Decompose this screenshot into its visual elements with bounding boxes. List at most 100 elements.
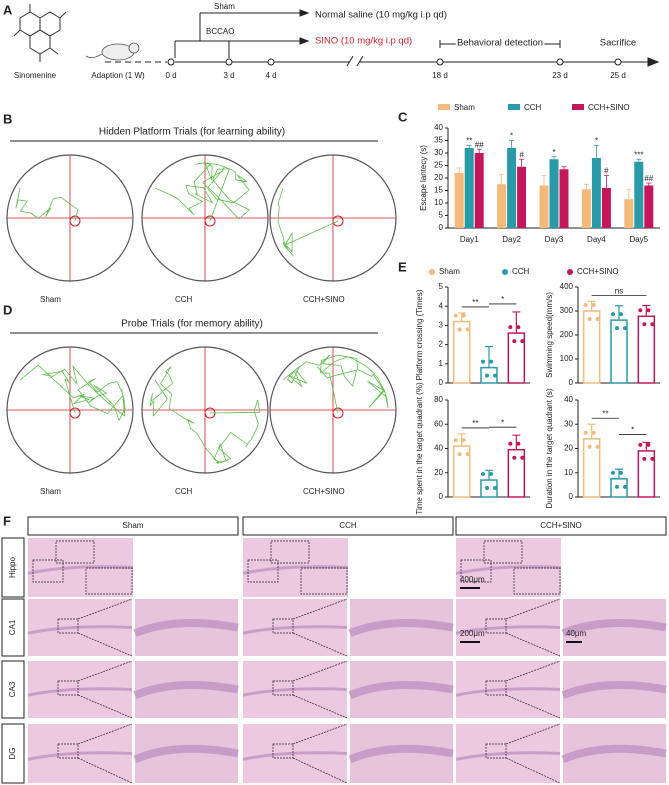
tissue-band [242, 751, 348, 761]
significance: *** [634, 150, 643, 159]
dot [516, 441, 521, 446]
group-label: CCH [175, 295, 193, 304]
roi-guide [292, 660, 348, 719]
significance: * [552, 148, 555, 157]
group-header [242, 516, 454, 536]
panel-label: B [3, 111, 12, 126]
day-label: 25 d [610, 71, 626, 80]
error-bar [457, 312, 466, 322]
dot [520, 455, 525, 460]
tissue-band [242, 625, 348, 635]
swim-path [15, 187, 79, 222]
roi-guide [77, 723, 133, 784]
row-label: Hippo [8, 557, 17, 578]
error-bar [519, 158, 525, 167]
y-tick-label: 200 [560, 330, 574, 339]
error-bar [485, 345, 493, 368]
y-tick-label: 40 [434, 123, 443, 132]
roi-box [270, 540, 310, 564]
y-tick-label: 2 [439, 340, 444, 349]
panel-label: A [3, 2, 13, 17]
hidden-title: Hidden Platform Trials (for learning abi… [99, 127, 285, 138]
bar [582, 310, 601, 384]
error-bar [476, 148, 482, 153]
roi-guide [505, 598, 561, 657]
row-header [1, 723, 25, 784]
dot [465, 327, 470, 332]
tissue-band [242, 565, 349, 575]
dot [512, 455, 517, 460]
legend-label: Sham [439, 267, 460, 276]
tissue-band [27, 565, 134, 575]
dot [638, 442, 643, 447]
legend-swatch [572, 104, 584, 110]
dot [642, 456, 647, 461]
dot [583, 303, 588, 307]
roi-guide [292, 723, 348, 784]
tissue-band [133, 680, 239, 699]
swim-path [149, 366, 261, 464]
legend-swatch [508, 104, 520, 110]
dot [642, 322, 647, 327]
swim-path [277, 187, 339, 257]
roi-box [247, 559, 279, 583]
dot [457, 327, 462, 332]
y-tick-label: 0 [439, 492, 444, 501]
legend-marker [567, 269, 573, 275]
legend-label: CCH+SINO [588, 103, 630, 112]
y-tick-label: 5 [439, 282, 444, 291]
day-node [614, 58, 622, 66]
y-tick-label: 40 [564, 395, 573, 404]
roi-box [32, 559, 64, 583]
y-tick-label: 400 [560, 282, 574, 291]
y-axis-label: Escape lantecy (s) [419, 145, 428, 211]
y-tick-label: 5 [439, 211, 444, 220]
swim-path [282, 354, 389, 414]
panel-label: E [398, 259, 407, 274]
y-tick-label: 10 [434, 198, 443, 207]
day-node [267, 58, 275, 66]
error-bar [615, 305, 623, 321]
panel-label: F [3, 513, 11, 528]
bar [454, 173, 464, 228]
bar [601, 188, 611, 228]
bar [539, 185, 549, 228]
row-header [1, 660, 25, 719]
bar [591, 158, 601, 228]
dot [489, 472, 493, 477]
error-bar [509, 140, 515, 148]
roi-box [55, 540, 95, 564]
dot [615, 326, 619, 331]
significance: * [595, 137, 598, 146]
error-bar [512, 434, 521, 450]
y-tick-label: 300 [560, 306, 574, 315]
bar [644, 185, 654, 228]
bar [634, 161, 644, 228]
y-tick-label: 0 [569, 492, 574, 501]
y-tick-label: 0 [569, 378, 574, 387]
roi-guide [77, 598, 133, 657]
error-bar [466, 145, 472, 148]
error-bar [587, 300, 596, 311]
dot [595, 444, 600, 449]
dot [587, 444, 592, 449]
day-label: 4 d [265, 71, 276, 80]
day-node [167, 58, 175, 66]
dot [615, 484, 619, 489]
tissue-band [455, 751, 561, 761]
dot [481, 359, 485, 364]
saline-label: Normal saline (10 mg/kg i.p qd) [315, 10, 447, 21]
y-tick-label: 3 [439, 321, 444, 330]
error-bar [646, 182, 652, 186]
dot [481, 472, 485, 477]
mouse-icon [85, 42, 140, 61]
roi-guide [77, 660, 133, 719]
dot [646, 442, 651, 447]
y-tick-label: 35 [434, 136, 443, 145]
dot [650, 456, 655, 461]
dot [650, 322, 655, 327]
bar [581, 189, 591, 228]
roi-box [272, 680, 294, 696]
tissue-band [27, 687, 133, 697]
row-label: CA1 [8, 619, 17, 635]
